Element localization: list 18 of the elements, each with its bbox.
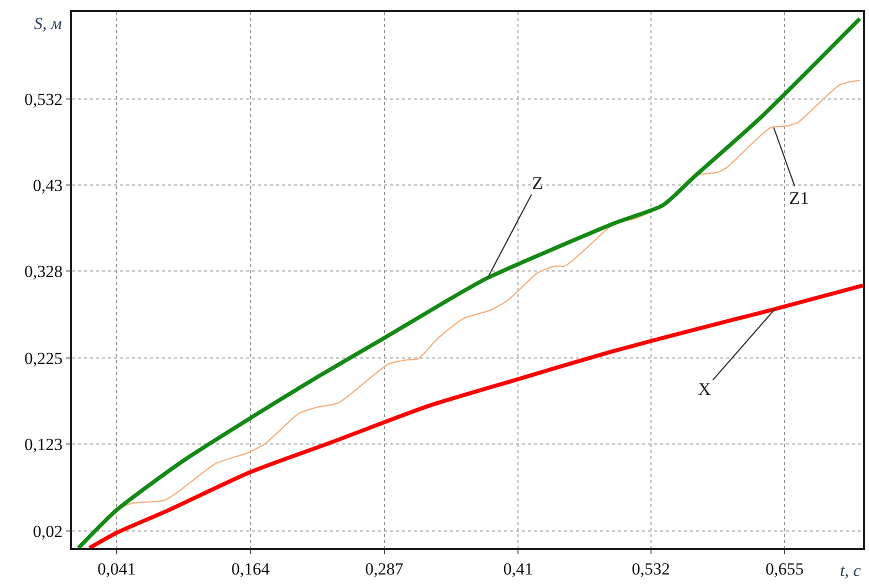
y-axis-title: S, м	[34, 14, 62, 33]
y-tick-label: 0,532	[24, 90, 63, 109]
x-axis-title: t, с	[840, 561, 862, 580]
y-tick-label: 0,123	[24, 435, 63, 454]
x-tick-label: 0,41	[503, 559, 533, 578]
y-tick-label: 0,43	[32, 176, 63, 195]
x-tick-label: 0,532	[632, 559, 670, 578]
y-tick-label: 0,225	[24, 349, 63, 368]
x-tick-label: 0,041	[97, 559, 136, 578]
x-tick-label: 0,655	[766, 559, 804, 578]
line-series	[87, 283, 863, 548]
x-tick-label: 0,287	[365, 559, 404, 578]
y-tick-label: 0,02	[32, 522, 63, 542]
annotation: Z1	[789, 188, 809, 208]
x-tick-label: 0,164	[231, 559, 270, 578]
annotation: Z	[532, 173, 543, 193]
annotation: X	[698, 379, 711, 399]
y-tick-label: 0,328	[24, 262, 63, 282]
